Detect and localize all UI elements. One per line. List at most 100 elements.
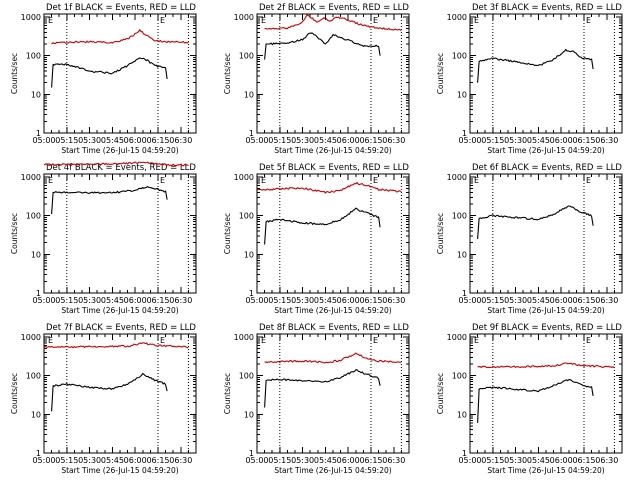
chart-panel: Det 4f BLACK = Events, RED = LLD 1 10 100 10… — [10, 161, 197, 315]
x-tick-label: 06:30 — [595, 456, 618, 465]
x-tick-label: 05:45 — [527, 296, 550, 305]
lld-series-line — [264, 14, 402, 31]
x-tick-label: 05:15 — [481, 456, 504, 465]
y-tick-label: 1000 — [234, 13, 254, 22]
event-marker-label: E — [48, 16, 53, 25]
lld-series-line — [43, 161, 189, 167]
x-tick-label: 06:00 — [550, 456, 573, 465]
x-tick-label: 05:15 — [55, 136, 78, 145]
event-marker-label: E — [160, 336, 165, 345]
events-series-line — [264, 369, 381, 408]
x-tick-label: 06:15 — [146, 296, 169, 305]
y-axis-label: Counts/sec — [10, 53, 19, 94]
event-marker-label: E — [160, 176, 165, 185]
events-series-line — [51, 57, 168, 88]
lld-series-line — [256, 181, 402, 194]
x-tick-label: 05:30 — [78, 296, 101, 305]
x-tick-label: 05:00 — [32, 296, 55, 305]
y-tick-label: 100 — [239, 372, 254, 381]
x-tick-label: 06:30 — [169, 136, 192, 145]
event-marker-label: E — [586, 336, 591, 345]
y-tick-label: 1000 — [234, 333, 254, 342]
chart-panel: Det 3f BLACK = Events, RED = LLD 1 10 100 10… — [436, 3, 623, 155]
x-axis-label: Start Time (26-Jul-15 04:59:20) — [274, 146, 391, 155]
chart-panel: Det 1f BLACK = Events, RED = LLD 1 10 100 10… — [10, 3, 197, 155]
event-marker-label: E — [261, 16, 266, 25]
plot-frame — [469, 333, 623, 454]
chart-panel: Det 6f BLACK = Events, RED = LLD 1 10 100 10… — [436, 163, 623, 315]
y-tick-label: 10 — [244, 90, 254, 99]
x-tick-label: 06:30 — [595, 296, 618, 305]
plot-frame — [469, 13, 623, 134]
x-tick-label: 06:30 — [382, 296, 405, 305]
event-marker-label: E — [474, 16, 479, 25]
event-marker-label: E — [48, 336, 53, 345]
x-tick-label: 05:15 — [268, 136, 291, 145]
plot-frame — [43, 13, 197, 134]
x-tick-label: 05:00 — [458, 456, 481, 465]
y-tick-label: 100 — [452, 212, 467, 221]
x-tick-label: 06:00 — [124, 136, 147, 145]
lld-series-line — [264, 352, 402, 364]
event-marker-label: E — [160, 16, 165, 25]
x-axis-label: Start Time (26-Jul-15 04:59:20) — [61, 146, 178, 155]
x-tick-label: 05:00 — [458, 296, 481, 305]
y-tick-label: 10 — [31, 250, 41, 259]
y-tick-label: 100 — [452, 372, 467, 381]
x-tick-label: 05:30 — [504, 296, 527, 305]
event-marker-label: E — [48, 176, 53, 185]
y-tick-label: 10 — [457, 90, 467, 99]
x-tick-label: 05:45 — [101, 456, 124, 465]
y-tick-label: 100 — [239, 52, 254, 61]
x-tick-label: 06:00 — [550, 136, 573, 145]
y-axis-label: Counts/sec — [223, 373, 232, 414]
y-tick-label: 10 — [31, 90, 41, 99]
chart-panel: Det 8f BLACK = Events, RED = LLD 1 10 100 10… — [223, 323, 410, 475]
x-tick-label: 05:45 — [314, 456, 337, 465]
plot-frame — [43, 333, 197, 454]
y-tick-label: 1000 — [21, 13, 41, 22]
y-tick-label: 1000 — [447, 333, 467, 342]
x-tick-label: 05:30 — [504, 456, 527, 465]
y-tick-label: 100 — [452, 52, 467, 61]
event-marker-label: E — [586, 16, 591, 25]
plot-frame — [256, 333, 410, 454]
x-axis-label: Start Time (26-Jul-15 04:59:20) — [274, 306, 391, 315]
plot-frame — [469, 173, 623, 294]
y-axis-label: Counts/sec — [436, 53, 445, 94]
x-tick-label: 06:30 — [595, 136, 618, 145]
x-tick-label: 06:00 — [550, 296, 573, 305]
events-series-line — [477, 379, 594, 423]
chart-panel: Det 7f BLACK = Events, RED = LLD 1 10 100 10… — [10, 323, 197, 475]
x-tick-label: 05:00 — [32, 136, 55, 145]
y-axis-label: Counts/sec — [223, 53, 232, 94]
event-marker-label: E — [373, 176, 378, 185]
x-tick-label: 05:00 — [245, 456, 268, 465]
x-tick-label: 06:00 — [337, 136, 360, 145]
x-tick-label: 06:30 — [169, 296, 192, 305]
x-tick-label: 05:15 — [55, 296, 78, 305]
y-axis-label: Counts/sec — [223, 213, 232, 254]
x-tick-label: 05:30 — [504, 136, 527, 145]
y-axis-label: Counts/sec — [10, 373, 19, 414]
y-tick-label: 1000 — [447, 173, 467, 182]
y-tick-label: 10 — [244, 250, 254, 259]
x-tick-label: 06:15 — [572, 136, 595, 145]
x-tick-label: 05:00 — [245, 296, 268, 305]
chart-panel: Det 2f BLACK = Events, RED = LLD 1 10 100 10… — [223, 3, 410, 155]
x-tick-label: 05:15 — [268, 456, 291, 465]
y-tick-label: 1 — [249, 129, 254, 138]
x-tick-label: 06:00 — [124, 296, 147, 305]
chart-title: Det 2f BLACK = Events, RED = LLD — [259, 3, 409, 13]
x-tick-label: 06:15 — [359, 136, 382, 145]
y-tick-label: 1 — [36, 289, 41, 298]
event-marker-label: E — [261, 336, 266, 345]
x-tick-label: 05:30 — [291, 296, 314, 305]
x-tick-label: 05:00 — [32, 456, 55, 465]
y-tick-label: 100 — [26, 212, 41, 221]
lld-series-line — [51, 29, 189, 45]
chart-panel: Det 9f BLACK = Events, RED = LLD 1 10 100 10… — [436, 323, 623, 475]
x-axis-label: Start Time (26-Jul-15 04:59:20) — [487, 306, 604, 315]
y-tick-label: 1 — [462, 449, 467, 458]
